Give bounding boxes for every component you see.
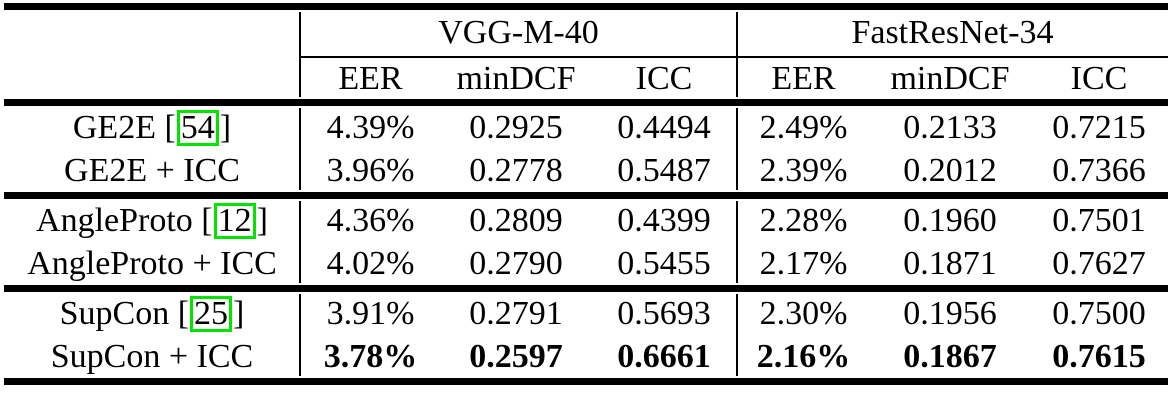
value-cell: 2.28%: [759, 201, 848, 239]
bottom-rule: [4, 378, 1168, 385]
col-header-fastresnet-mindcf: minDCF: [890, 59, 1010, 97]
value-cell: 0.1867: [903, 337, 997, 375]
row-label-text: ]: [256, 201, 268, 239]
row-label-text: AngleProto + ICC: [27, 244, 277, 282]
value-cell: 2.49%: [759, 108, 848, 146]
col-header-fastresnet-icc: ICC: [1070, 59, 1128, 97]
column-divider: [736, 201, 738, 283]
col-header-vgg-mindcf: minDCF: [456, 59, 576, 97]
value-cell: 0.4399: [617, 201, 711, 239]
row-label-text: ]: [219, 108, 232, 146]
row-label-text: SupCon + ICC: [50, 337, 254, 375]
value-cell: 0.7215: [1052, 108, 1146, 146]
row-label: SupCon [25]: [4, 295, 300, 333]
column-divider: [736, 12, 738, 97]
header-midrule: [300, 56, 1168, 58]
value-cell: 0.5455: [617, 244, 711, 282]
row-label: GE2E [54]: [4, 109, 300, 147]
value-cell: 0.7627: [1052, 244, 1146, 282]
value-cell: 3.96%: [326, 151, 415, 189]
value-cell: 0.6661: [617, 337, 711, 375]
value-cell: 0.5693: [617, 294, 711, 332]
col-header-vgg-eer: EER: [338, 59, 403, 97]
value-cell: 0.2597: [469, 337, 563, 375]
table-body: GE2E [54] 4.39% 0.2925 0.4494 2.49% 0.2133 0.7…: [4, 106, 1168, 385]
value-cell: 0.2778: [469, 151, 563, 189]
value-cell: 3.91%: [326, 294, 415, 332]
header-rule: [4, 99, 1168, 106]
value-cell: 3.78%: [323, 337, 418, 375]
row-label: AngleProto + ICC: [4, 245, 300, 283]
value-cell: 0.1871: [903, 244, 997, 282]
value-cell: 2.30%: [759, 294, 848, 332]
column-group-row: VGG-M-40 FastResNet-34: [4, 10, 1168, 56]
value-cell: 2.17%: [759, 244, 848, 282]
citation-link[interactable]: 54: [176, 109, 219, 146]
table-section-3: SupCon [25] 3.91% 0.2791 0.5693 2.30% 0.1956 0…: [4, 292, 1168, 378]
table-section-2: AngleProto [12] 4.36% 0.2809 0.4399 2.28% 0.1…: [4, 199, 1168, 285]
citation-link[interactable]: 25: [190, 295, 233, 332]
value-cell: 2.39%: [759, 151, 848, 189]
value-cell: 0.1960: [903, 201, 997, 239]
col-header-fastresnet-eer: EER: [771, 59, 836, 97]
value-cell: 4.39%: [326, 108, 415, 146]
value-cell: 0.2012: [903, 151, 997, 189]
table-section-1: GE2E [54] 4.39% 0.2925 0.4494 2.49% 0.2133 0.7…: [4, 106, 1168, 192]
row-label-text: GE2E + ICC: [64, 151, 240, 189]
value-cell: 4.36%: [326, 201, 415, 239]
row-label-text: AngleProto [: [36, 201, 213, 239]
value-cell: 0.7615: [1052, 337, 1146, 375]
row-label: AngleProto [12]: [4, 202, 300, 240]
column-divider: [299, 294, 301, 376]
citation-link[interactable]: 12: [213, 202, 256, 239]
row-label-text: SupCon [: [59, 294, 190, 332]
value-cell: 0.4494: [617, 108, 711, 146]
value-cell: 2.16%: [756, 337, 851, 375]
column-group-fastresnet-34: FastResNet-34: [851, 14, 1054, 51]
row-label-text: GE2E [: [72, 108, 176, 146]
value-cell: 0.7366: [1052, 151, 1146, 189]
column-header-row: EER minDCF ICC EER minDCF ICC: [4, 58, 1168, 99]
value-cell: 0.7501: [1052, 201, 1146, 239]
value-cell: 0.2925: [469, 108, 563, 146]
column-divider: [299, 12, 301, 97]
value-cell: 0.7500: [1052, 294, 1146, 332]
column-divider: [299, 108, 301, 190]
table-header: VGG-M-40 FastResNet-34 EER minDCF ICC EE…: [4, 10, 1168, 99]
section-rule: [4, 285, 1168, 292]
row-label-text: ]: [233, 294, 245, 332]
col-header-vgg-icc: ICC: [635, 59, 693, 97]
value-cell: 0.5487: [617, 151, 711, 189]
section-rule: [4, 192, 1168, 199]
value-cell: 0.1956: [903, 294, 997, 332]
row-label: SupCon + ICC: [4, 338, 300, 376]
value-cell: 0.2809: [469, 201, 563, 239]
column-divider: [736, 294, 738, 376]
value-cell: 0.2791: [469, 294, 563, 332]
column-group-vgg-m-40: VGG-M-40: [438, 14, 599, 51]
value-cell: 0.2133: [903, 108, 997, 146]
value-cell: 4.02%: [326, 244, 415, 282]
row-label: GE2E + ICC: [4, 152, 300, 190]
results-table: VGG-M-40 FastResNet-34 EER minDCF ICC EE…: [4, 3, 1168, 385]
column-divider: [736, 108, 738, 190]
value-cell: 0.2790: [469, 244, 563, 282]
column-divider: [299, 201, 301, 283]
top-rule: [4, 3, 1168, 10]
